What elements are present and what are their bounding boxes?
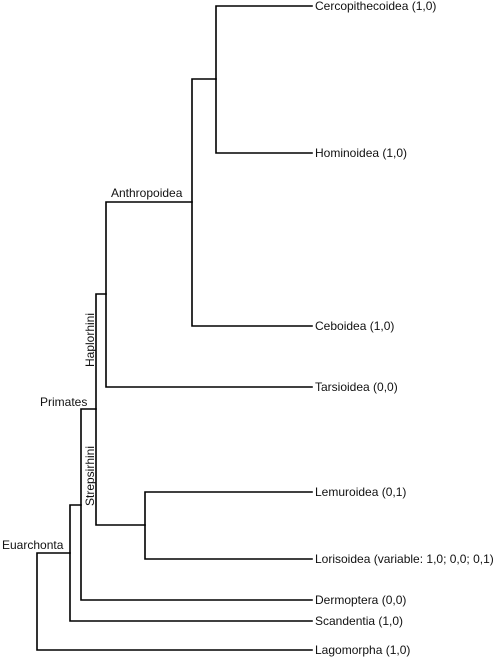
clade-label-euarchonta: Euarchonta xyxy=(2,538,64,552)
taxon-label-cercopithecoidea: Cercopithecoidea (1,0) xyxy=(315,0,436,13)
taxon-label-ceboidea: Ceboidea (1,0) xyxy=(315,319,394,333)
branch-haplorhini xyxy=(105,201,313,388)
taxon-label-scandentia: Scandentia (1,0) xyxy=(315,614,403,628)
branch-primates xyxy=(95,293,146,526)
clade-label-strepsirhini: Strepsirhini xyxy=(83,446,97,506)
branch-root xyxy=(36,552,313,651)
clade-label-haplorhini: Haplorhini xyxy=(83,313,97,367)
branch-strepsirhini xyxy=(144,491,313,560)
clade-label-primates: Primates xyxy=(40,395,87,409)
taxon-label-lagomorpha: Lagomorpha (1,0) xyxy=(315,643,410,657)
branch-primates-dermoptera xyxy=(80,408,313,601)
taxon-label-hominoidea: Hominoidea (1,0) xyxy=(315,146,407,160)
taxon-label-tarsioidea: Tarsioidea (0,0) xyxy=(315,380,398,394)
branch-catarrhini xyxy=(215,5,313,154)
branch-anthropoidea xyxy=(191,78,313,327)
clade-label-anthropoidea: Anthropoidea xyxy=(111,186,183,200)
taxon-label-dermoptera: Dermoptera (0,0) xyxy=(315,593,406,607)
taxon-label-lorisoidea: Lorisoidea (variable: 1,0; 0,0; 0,1) xyxy=(315,552,494,566)
branch-euarchonta xyxy=(69,504,313,622)
taxon-label-lemuroidea: Lemuroidea (0,1) xyxy=(315,485,406,499)
